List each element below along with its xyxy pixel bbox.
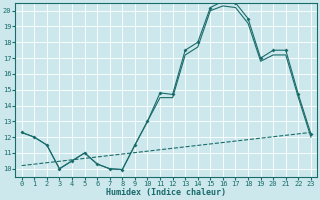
X-axis label: Humidex (Indice chaleur): Humidex (Indice chaleur) bbox=[106, 188, 226, 197]
